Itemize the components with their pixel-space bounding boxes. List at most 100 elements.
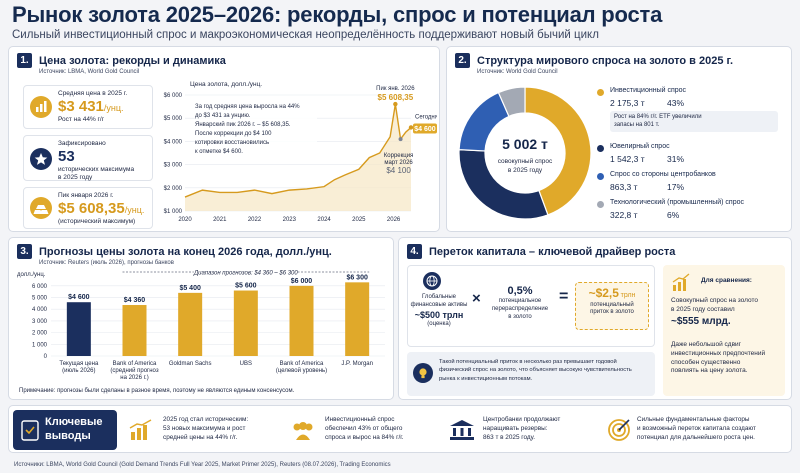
conclusion-text: 2025 год стал историческим: [163, 416, 249, 423]
panel-price: 1. Цена золота: рекорды и динамика Источ… [8, 46, 440, 232]
panel-forecasts: 3. Прогнозы цены золота на конец 2026 го… [8, 237, 394, 400]
correction-marker [398, 137, 403, 142]
comparison-note: способен существенно [671, 358, 741, 366]
assets-caption: Глобальные [421, 294, 457, 300]
insight-text: рынка к инвестиционным потокам. [439, 375, 533, 382]
checklist-icon [21, 420, 39, 441]
note-line: После коррекции до $4 100 [195, 131, 272, 137]
donut-slice [458, 149, 549, 220]
panel-title: Переток капитала – ключевой драйвер рост… [429, 245, 676, 258]
legend-label: Спрос со стороны центробанков [610, 171, 716, 178]
donut-total: 5 002 т [502, 136, 548, 152]
investment-note: Рост на 84% г/г. ETF увеличили запасы на… [610, 111, 778, 132]
legend-percent: 17% [667, 182, 685, 192]
legend-value: 2 175,3 т [610, 98, 645, 108]
comparison-title: Для сравнения: [701, 277, 752, 284]
panel-title: Цена золота: рекорды и динамика [39, 54, 226, 67]
insight-text: физический спрос на золото, что объясняе… [439, 367, 632, 374]
flow-caption: приток в золото [590, 309, 634, 316]
x-category-label: Bank of America [280, 361, 324, 367]
conclusions-title: выводы [45, 429, 91, 442]
comparison-value: ~$555 млрд. [671, 315, 731, 327]
card-label: (исторический максимум) [58, 217, 136, 225]
note-line: к отметке $4 600. [195, 149, 243, 155]
x-category-label: UBS [240, 361, 252, 367]
equals-sign: = [559, 288, 569, 305]
conclusion-text: Центробанки продолжают [483, 416, 561, 423]
legend-percent: 31% [667, 154, 685, 164]
legend-percent: 43% [667, 98, 685, 108]
bar-value-label: $6 000 [291, 278, 313, 285]
today-value: $4 600 [414, 126, 436, 133]
legend-value: 863,3 т [610, 182, 638, 192]
y-tick-label: $4 000 [164, 139, 183, 145]
peak-card: Пик января 2026 г. $5 608,35/унц. (истор… [23, 187, 153, 229]
correction-value: $4 100 [386, 166, 411, 175]
legend-value: 1 542,3 т [610, 154, 645, 164]
comparison-note: инвестиционных предпочтений [671, 349, 766, 357]
conclusions-title: Ключевые [45, 416, 103, 428]
footer-sources: Источники: LBMA, World Gold Council (Gol… [14, 462, 391, 468]
assets-caption: финансовые активы [410, 301, 468, 308]
legend-label: Инвестиционный спрос [610, 87, 687, 94]
conclusion-item: 2025 год стал историческим: 53 новых мак… [127, 414, 287, 448]
card-label: исторических максимума [58, 165, 135, 173]
x-category-label: Bank of America [113, 361, 157, 367]
conclusion-text: средней цены на 44% г/г. [163, 433, 238, 441]
bar-value-label: $4 360 [124, 297, 146, 304]
today-marker [408, 125, 414, 130]
note-line: Январский пик 2026 г. – $5 608,35. [195, 122, 291, 128]
demand-donut-chart: 5 002 т совокупный спрос в 2025 году [458, 86, 592, 220]
conclusion-text: и возможный переток капитала создают [637, 424, 756, 432]
note-line: до $3 431 за унцию. [195, 113, 251, 119]
bar-value-label: $4 600 [68, 294, 90, 301]
globe-icon [423, 272, 441, 290]
panel-number: 2. [455, 53, 470, 68]
conclusion-text: обеспечил 43% от общего [325, 424, 403, 432]
bar [178, 292, 203, 356]
panel-number: 4. [407, 244, 422, 259]
today-value-badge [413, 123, 437, 134]
chart-axis-label: Цена золота, долл./унц. [190, 81, 262, 88]
flow-caption: потенциальный [590, 301, 634, 308]
legend-swatch [597, 173, 604, 180]
share-value: 0,5% [507, 285, 533, 297]
conclusion-text: 863 т в 2025 году. [483, 433, 535, 441]
comparison-box: Для сравнения: Совокупный спрос на золот… [663, 265, 785, 396]
legend-label: Технологический (промышленный) спрос [610, 199, 744, 206]
card-label: Пик января 2026 г. [58, 192, 114, 199]
donut-caption: совокупный спрос [498, 157, 553, 165]
y-tick-label: 5 000 [32, 296, 48, 302]
bar-value-label: $6 300 [346, 274, 368, 281]
y-tick-label: 2 000 [32, 331, 48, 337]
note-line: котировки восстановились [195, 140, 270, 146]
note-line: За год средняя цена выросла на 44% [195, 104, 300, 110]
x-category-label: Текущая цена [59, 361, 99, 367]
x-category-label: (июль 2026) [62, 368, 95, 374]
correction-label: март 2026 [384, 160, 413, 166]
conclusion-item: Сильные фундаментальные факторы и возмож… [605, 414, 789, 448]
panel-source: Источник: World Gold Council [477, 69, 558, 75]
note-line: Рост на 84% г/г. ETF увеличили [614, 114, 702, 120]
bar [289, 285, 314, 356]
legend-value: 322,8 т [610, 210, 638, 220]
x-tick-label: 2020 [178, 217, 192, 223]
panel-title: Прогнозы цены золота на конец 2026 года,… [39, 245, 332, 258]
target-icon [608, 419, 630, 441]
comparison-note: Даже небольшой сдвиг [671, 341, 742, 348]
bar [66, 302, 91, 356]
conclusion-text: 53 новых максимума и рост [163, 424, 246, 432]
records-count: 53 [58, 147, 75, 165]
comparison-text: в 2025 году составил [671, 305, 735, 313]
page-title: Рынок золота 2025–2026: рекорды, спрос и… [12, 2, 663, 27]
conclusion-item: Центробанки продолжают наращивать резерв… [447, 414, 605, 448]
x-tick-label: 2023 [283, 217, 297, 223]
price-line-chart: Цена золота, долл./унц. $1 000 $2 000 $3 0… [164, 81, 437, 223]
note-line: запасы на 801 т. [614, 122, 660, 129]
bar [345, 282, 370, 356]
page-subtitle: Сильный инвестиционный спрос и макроэкон… [12, 29, 599, 41]
assets-note: (оценка) [427, 321, 451, 328]
peak-label: Пик янв. 2026 [376, 86, 415, 92]
correction-label: Коррекция [384, 153, 414, 159]
chart-up-icon [671, 273, 691, 293]
